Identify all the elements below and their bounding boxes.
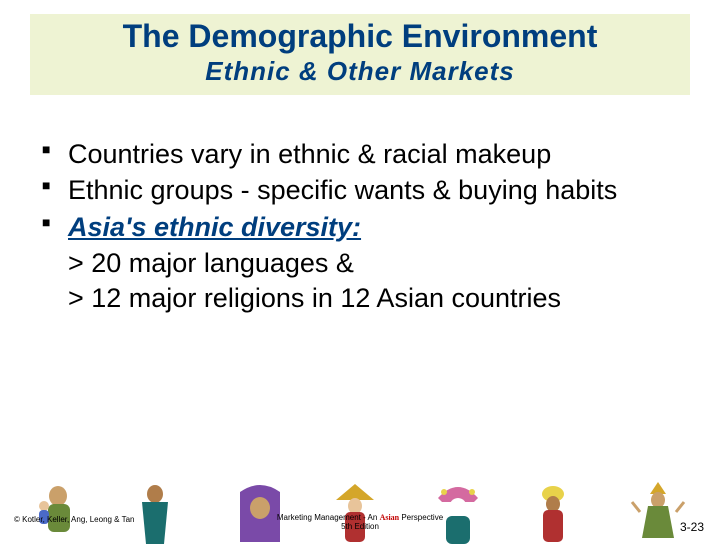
asia-sublines: > 20 major languages & > 12 major religi… bbox=[68, 246, 680, 315]
bullet-text: Countries vary in ethnic & racial makeup bbox=[68, 139, 551, 169]
page-number: 3-23 bbox=[680, 520, 704, 534]
figure-icon bbox=[130, 482, 190, 546]
slide-subtitle: Ethnic & Other Markets bbox=[40, 56, 680, 87]
credit-text: Marketing Management - An Asian Perspect… bbox=[277, 513, 443, 532]
bullet-text: Ethnic groups - specific wants & buying … bbox=[68, 175, 617, 205]
title-block: The Demographic Environment Ethnic & Oth… bbox=[30, 14, 690, 95]
credit-pre: Marketing Management - An bbox=[277, 513, 380, 522]
bullet-list: Countries vary in ethnic & racial makeup… bbox=[40, 137, 680, 316]
figure-icon bbox=[630, 482, 690, 546]
credit-asian: Asian bbox=[380, 513, 400, 522]
credit-post: Perspective bbox=[399, 513, 443, 522]
bullet-item: Countries vary in ethnic & racial makeup bbox=[40, 137, 680, 172]
content-area: Countries vary in ethnic & racial makeup… bbox=[40, 137, 680, 316]
bullet-item-asia: Asia's ethnic diversity: > 20 major lang… bbox=[40, 210, 680, 316]
figure-icon bbox=[530, 482, 590, 546]
footer: © Kotler, Keller, Ang, Leong & Tan Marke… bbox=[0, 476, 720, 546]
asia-sub-line: > 12 major religions in 12 Asian countri… bbox=[68, 281, 680, 316]
copyright-text: © Kotler, Keller, Ang, Leong & Tan bbox=[14, 515, 135, 524]
asia-heading: Asia's ethnic diversity: bbox=[68, 212, 361, 242]
bullet-item: Ethnic groups - specific wants & buying … bbox=[40, 173, 680, 208]
asia-sub-line: > 20 major languages & bbox=[68, 246, 680, 281]
credit-edition: 5th Edition bbox=[341, 522, 379, 531]
ethnic-figures-row bbox=[30, 476, 690, 546]
slide-title: The Demographic Environment bbox=[40, 20, 680, 54]
figure-icon bbox=[30, 482, 90, 546]
